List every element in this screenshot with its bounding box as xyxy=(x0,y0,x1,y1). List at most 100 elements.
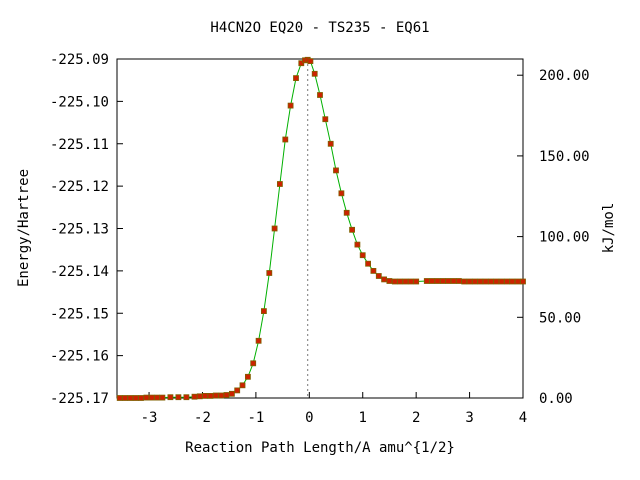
data-point xyxy=(228,390,235,397)
data-point xyxy=(397,278,404,285)
data-point xyxy=(116,395,123,401)
data-point xyxy=(148,394,155,401)
data-point xyxy=(386,278,393,284)
data-point xyxy=(132,395,139,401)
data-point xyxy=(143,394,150,401)
data-point xyxy=(514,278,521,285)
data-point xyxy=(504,278,510,285)
data-point xyxy=(455,278,462,284)
data-point xyxy=(260,308,267,315)
axis-ticks: -3 -2 -1 0 1 2 3 4 -225.09 -225.10 -225.11 -225.12 -… xyxy=(50,52,590,426)
data-point xyxy=(498,278,505,285)
data-point xyxy=(255,337,262,344)
y-tick-label: -225.10 xyxy=(50,94,109,110)
y2-tick-label: 100.00 xyxy=(539,230,590,246)
y2-tick-label: 150.00 xyxy=(539,149,590,165)
series-markers-layer xyxy=(116,56,526,401)
data-point xyxy=(423,278,430,284)
data-point xyxy=(520,278,526,285)
data-point xyxy=(322,116,329,123)
data-point xyxy=(298,60,305,67)
x-tick-label: -1 xyxy=(247,410,264,426)
data-point xyxy=(471,278,478,285)
data-point xyxy=(167,394,174,401)
data-point xyxy=(202,392,209,399)
x-axis-label: Reaction Path Length/A amu^{1/2} xyxy=(185,440,455,456)
y2-tick-label: 0.00 xyxy=(539,391,573,407)
series-line xyxy=(119,59,523,399)
data-point xyxy=(250,360,257,367)
x-tick-label: 0 xyxy=(305,410,313,426)
data-point xyxy=(218,392,225,399)
y-tick-label: -225.14 xyxy=(50,264,109,280)
data-point xyxy=(244,373,251,380)
x-tick-label: 1 xyxy=(359,410,367,426)
data-point xyxy=(482,278,489,285)
data-point xyxy=(493,278,500,285)
y-axis-label: Energy/Hartree xyxy=(16,169,32,287)
data-point xyxy=(445,278,452,284)
data-point xyxy=(127,395,134,401)
data-point xyxy=(450,278,457,284)
data-point xyxy=(276,181,283,187)
data-point xyxy=(461,278,468,285)
data-point xyxy=(307,58,314,64)
data-point xyxy=(343,209,350,216)
x-tick-label: -2 xyxy=(194,410,211,426)
y-tick-label: -225.17 xyxy=(50,391,109,407)
data-point xyxy=(365,260,372,267)
data-point xyxy=(439,278,446,284)
data-point xyxy=(159,394,166,401)
data-point xyxy=(293,75,299,81)
x-tick-label: 4 xyxy=(519,410,527,426)
data-point xyxy=(375,273,382,279)
data-point xyxy=(282,136,289,143)
data-point xyxy=(466,278,473,285)
y-tick-label: -225.12 xyxy=(50,179,109,195)
data-point xyxy=(191,393,198,400)
y2-axis-label: kJ/mol xyxy=(601,203,617,254)
x-tick-label: 3 xyxy=(465,410,473,426)
y-tick-label: -225.13 xyxy=(50,222,109,238)
data-point xyxy=(311,70,318,77)
data-point xyxy=(223,392,230,398)
data-point xyxy=(354,241,361,248)
data-point xyxy=(429,278,436,284)
data-point xyxy=(370,267,377,274)
data-point xyxy=(487,278,494,285)
data-point xyxy=(122,395,128,401)
x-tick-label: 2 xyxy=(412,410,420,426)
data-point xyxy=(327,140,334,147)
data-point xyxy=(349,226,356,233)
y2-tick-label: 200.00 xyxy=(539,68,590,84)
data-point xyxy=(338,190,345,197)
x-tick-label: -3 xyxy=(141,410,158,426)
data-point xyxy=(183,394,190,401)
data-point xyxy=(402,278,409,285)
data-point xyxy=(266,270,273,276)
y2-tick-label: 50.00 xyxy=(539,310,581,326)
y-tick-label: -225.09 xyxy=(50,52,109,68)
data-point xyxy=(287,102,294,109)
data-point xyxy=(413,278,420,285)
data-point xyxy=(407,278,414,285)
data-point xyxy=(381,276,388,283)
data-point xyxy=(239,382,246,389)
data-point xyxy=(333,167,339,174)
series-line-layer xyxy=(119,59,523,399)
data-point xyxy=(175,394,182,401)
plot-frame xyxy=(116,58,524,399)
data-point xyxy=(138,395,144,401)
data-point xyxy=(234,387,241,394)
data-point xyxy=(434,278,441,284)
y-tick-label: -225.16 xyxy=(50,349,109,365)
data-point xyxy=(477,278,484,285)
data-point xyxy=(509,278,516,285)
y-tick-label: -225.11 xyxy=(50,137,109,153)
data-point xyxy=(154,394,161,401)
chart-title: H4CN2O EQ20 - TS235 - EQ61 xyxy=(210,20,429,36)
data-point xyxy=(391,278,398,285)
data-point xyxy=(359,252,366,259)
data-point xyxy=(212,392,219,399)
